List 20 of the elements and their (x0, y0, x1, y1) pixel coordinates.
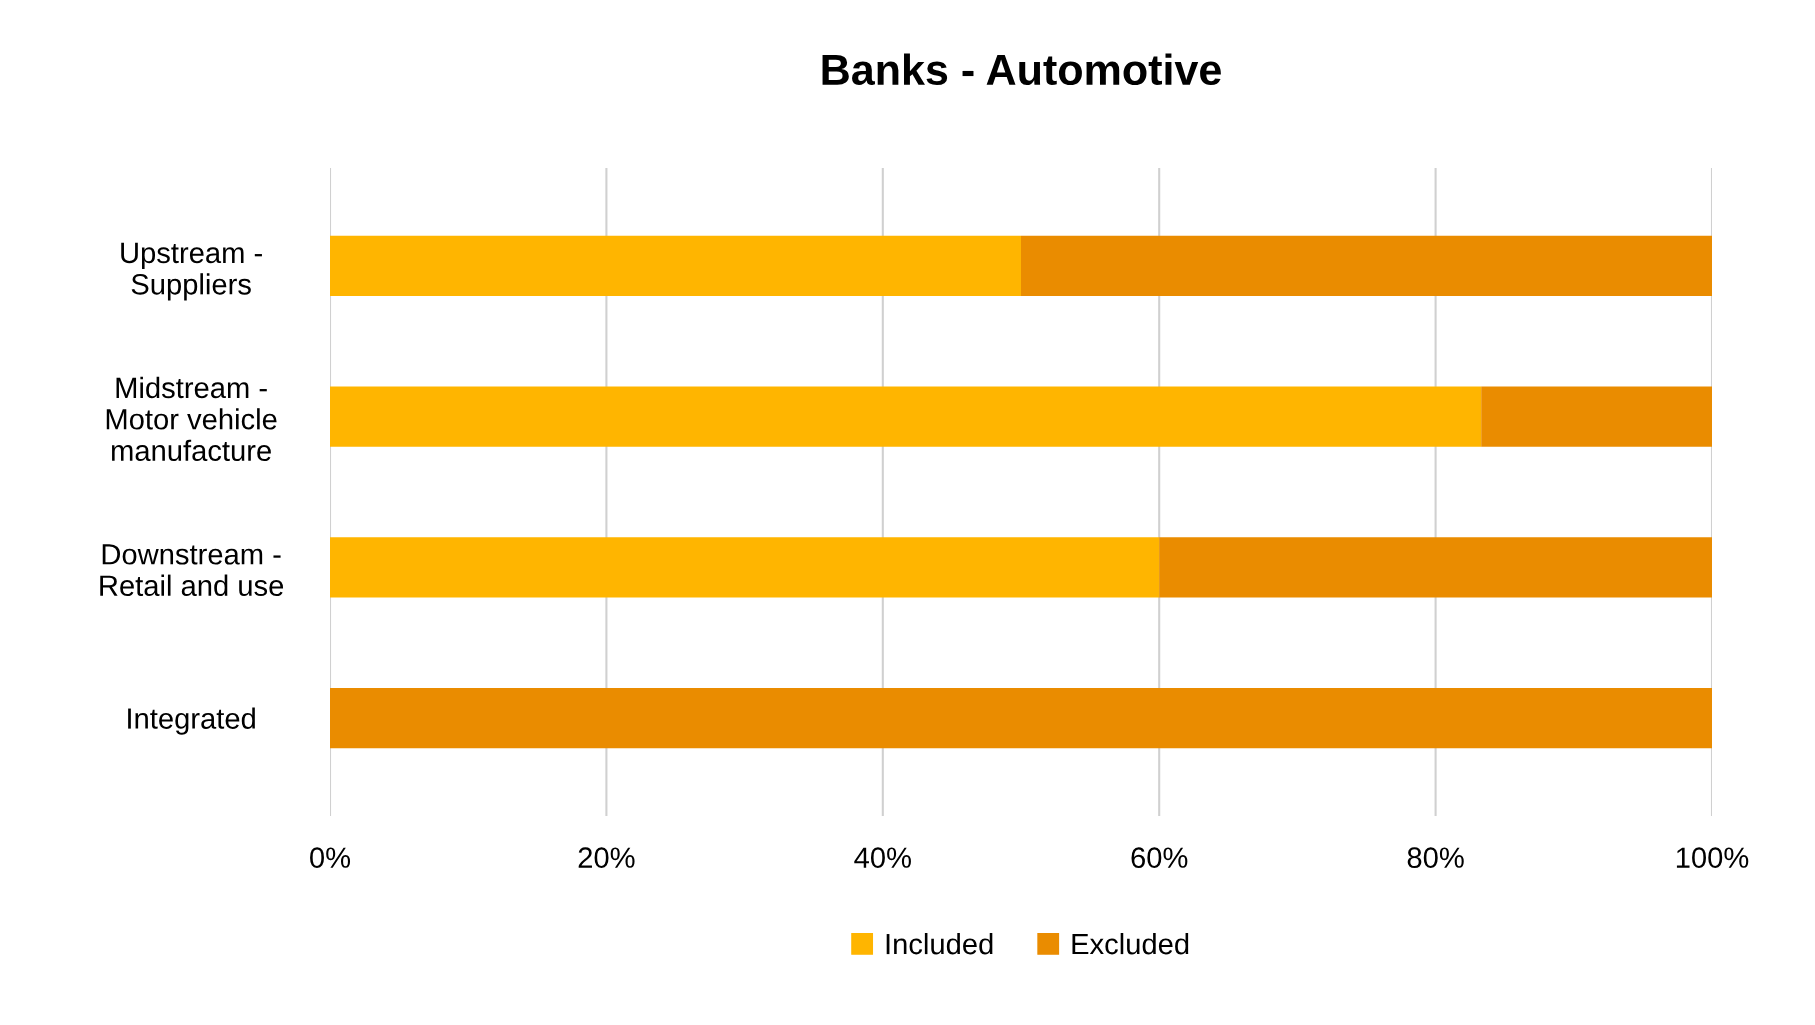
bar (330, 235, 1021, 297)
bar (330, 386, 1482, 447)
y-tick-label: Integrated (128, 707, 255, 735)
bar (1159, 537, 1712, 598)
bar (330, 687, 1712, 749)
y-tick-label: Downstream - Retail and use (100, 544, 284, 597)
y-tick-label: Upstream - Suppliers (121, 242, 262, 301)
bar (1481, 386, 1712, 447)
legend-label: Included (886, 932, 993, 955)
x-tick-label: 100% (1676, 847, 1749, 868)
x-tick-label: 20% (578, 847, 635, 868)
bar (1021, 235, 1712, 297)
bar (330, 537, 1160, 598)
x-tick-label: 0% (310, 847, 351, 868)
x-tick-label: 80% (1407, 847, 1464, 868)
x-tick-label: 40% (854, 847, 911, 868)
x-tick-label: 60% (1131, 847, 1188, 868)
chart-title: Banks - Automotive (822, 53, 1221, 86)
legend-label: Excluded (1072, 932, 1189, 955)
y-tick-label: Midstream - Motor vehicle manufacture (106, 376, 277, 462)
